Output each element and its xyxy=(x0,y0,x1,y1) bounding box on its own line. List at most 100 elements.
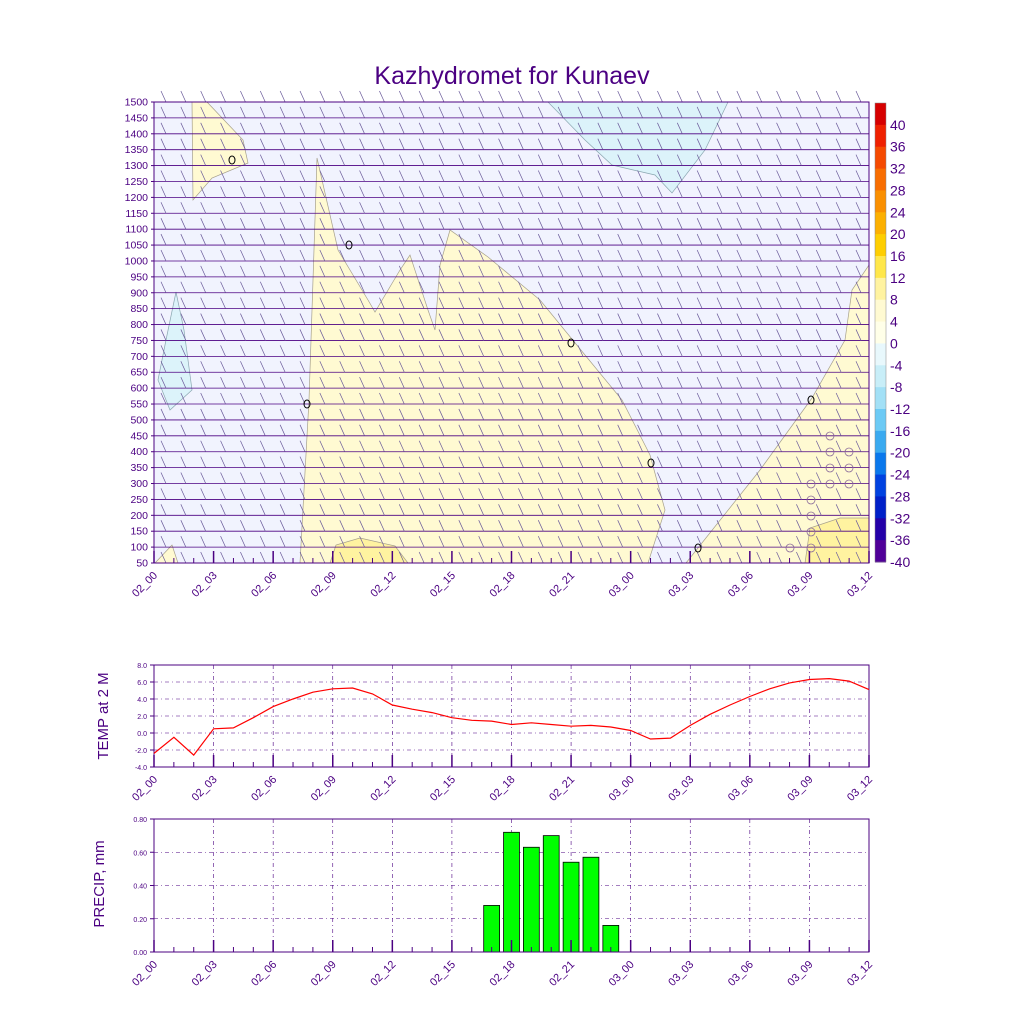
wind-barb xyxy=(657,535,663,548)
wind-barb xyxy=(577,186,584,198)
wind-barb xyxy=(279,329,286,341)
colorbar-segment xyxy=(875,256,886,279)
wind-barb xyxy=(736,504,743,516)
wind-barb xyxy=(855,154,862,166)
wind-barb xyxy=(359,392,365,405)
wind-barb xyxy=(359,551,365,564)
wind-barb xyxy=(259,488,266,500)
wind-barb xyxy=(716,154,723,166)
temp-x-tick-label: 03_09 xyxy=(785,774,815,804)
wind-barb xyxy=(736,520,743,532)
wind-barb xyxy=(220,265,226,278)
wind-barb xyxy=(220,249,226,262)
wind-barb xyxy=(518,154,524,166)
wind-barb xyxy=(220,281,226,293)
wind-barb xyxy=(220,456,226,468)
wind-barb xyxy=(696,233,703,246)
wind-barb xyxy=(716,504,723,516)
wind-barb xyxy=(359,122,365,134)
wind-barb xyxy=(796,106,802,119)
wind-barb xyxy=(458,281,465,293)
wind-barb xyxy=(220,392,226,405)
wind-barb xyxy=(716,551,723,564)
wind-barb xyxy=(279,392,286,405)
wind-barb xyxy=(657,504,663,516)
wind-barb xyxy=(299,297,306,309)
wind-barb xyxy=(339,281,346,293)
wind-barb xyxy=(716,186,723,198)
wind-barb xyxy=(597,265,604,278)
wind-barb xyxy=(815,551,822,564)
wind-barb xyxy=(557,122,564,134)
wind-barb xyxy=(160,408,167,421)
wind-barb xyxy=(220,520,226,532)
wind-barb xyxy=(339,520,346,532)
wind-barb xyxy=(637,202,643,214)
temp-y-tick-label: 4.0 xyxy=(137,697,147,704)
wind-barb xyxy=(815,520,822,532)
wind-barb xyxy=(696,186,703,198)
wind-barb xyxy=(597,520,604,532)
wind-barb xyxy=(756,90,763,103)
wind-barb xyxy=(240,376,246,389)
wind-barb xyxy=(418,392,425,405)
wind-barb xyxy=(339,249,346,262)
wind-barb xyxy=(637,472,643,484)
wind-barb xyxy=(398,504,405,516)
wind-barb xyxy=(617,249,624,262)
wind-barb xyxy=(498,170,504,182)
wind-barb xyxy=(339,408,346,421)
wind-barb xyxy=(756,233,763,246)
wind-barb xyxy=(776,424,782,436)
wind-barb xyxy=(200,551,207,564)
colorbar-segment xyxy=(875,452,886,476)
wind-barb xyxy=(776,90,782,103)
wind-barb xyxy=(359,233,365,246)
wind-barb xyxy=(319,122,326,134)
wind-barb xyxy=(359,329,365,341)
wind-barb xyxy=(180,408,187,421)
wind-barb xyxy=(240,313,246,325)
wind-barb xyxy=(220,313,226,325)
wind-barb xyxy=(398,297,405,309)
y-tick-label: 1250 xyxy=(125,176,149,188)
wind-barb xyxy=(637,376,643,389)
wind-barb xyxy=(796,281,802,293)
wind-barb xyxy=(796,392,802,405)
wind-barb xyxy=(200,520,207,532)
wind-barb xyxy=(696,345,703,357)
wind-barb xyxy=(220,170,226,182)
wind-barb xyxy=(796,408,802,421)
wind-barb xyxy=(418,345,425,357)
y-tick-label: 650 xyxy=(130,367,148,379)
wind-barb xyxy=(518,488,524,500)
wind-barb xyxy=(379,233,385,246)
wind-barb xyxy=(557,186,564,198)
wind-barb xyxy=(279,504,286,516)
wind-barb xyxy=(577,551,584,564)
wind-barb xyxy=(458,249,465,262)
wind-barb xyxy=(458,265,465,278)
wind-barb xyxy=(637,440,643,452)
y-tick-label: 800 xyxy=(130,319,148,331)
wind-barb xyxy=(478,361,485,373)
wind-barb xyxy=(180,138,187,150)
wind-barb xyxy=(259,345,266,357)
wind-barb xyxy=(756,504,763,516)
wind-barb xyxy=(279,361,286,373)
wind-barb xyxy=(776,106,782,119)
wind-barb xyxy=(676,424,683,436)
wind-barb xyxy=(200,218,207,230)
wind-barb xyxy=(736,376,743,389)
wind-barb xyxy=(855,281,862,293)
wind-barb xyxy=(359,440,365,452)
wind-barb xyxy=(438,233,445,246)
wind-barb xyxy=(855,345,862,357)
wind-barb xyxy=(617,233,624,246)
wind-barb xyxy=(379,281,385,293)
wind-barb xyxy=(379,186,385,198)
wind-barb xyxy=(557,472,564,484)
wind-barb xyxy=(398,122,405,134)
wind-barb xyxy=(319,202,326,214)
wind-barb xyxy=(200,472,207,484)
